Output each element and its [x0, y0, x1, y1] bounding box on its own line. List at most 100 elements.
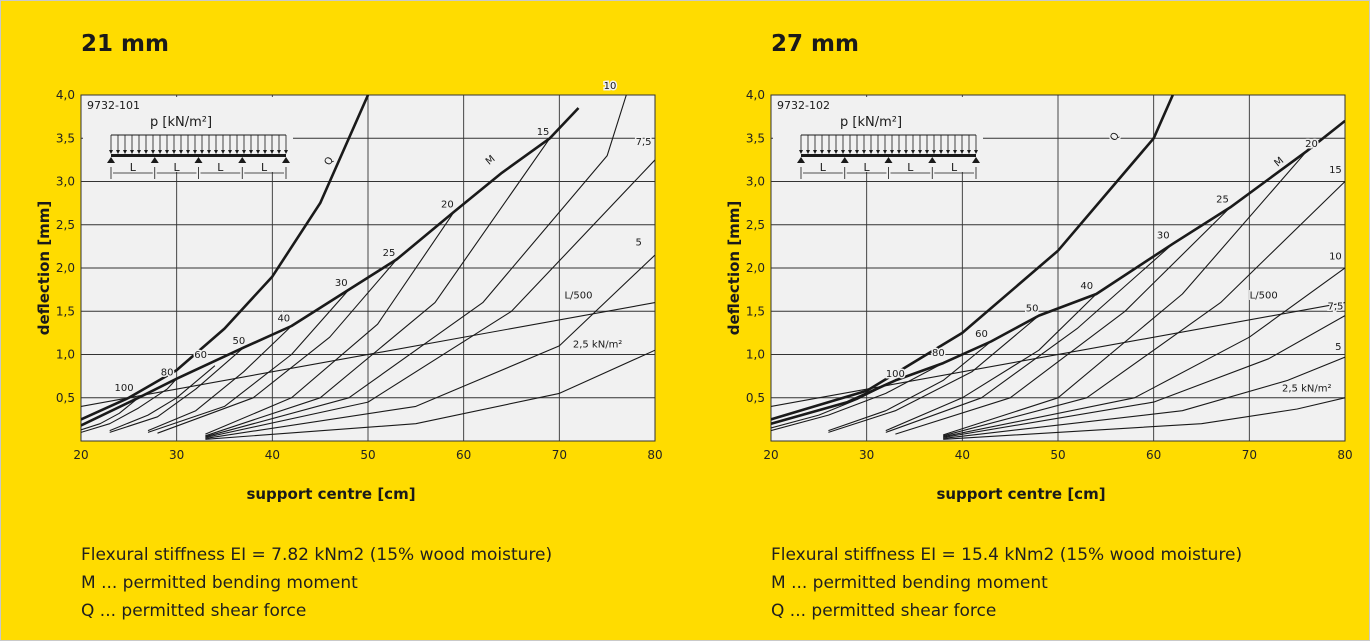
- load-arrowhead: [890, 150, 894, 154]
- curve-60: [109, 365, 216, 432]
- curve-label: 80: [932, 348, 945, 359]
- y-axis-label: deflection [mm]: [35, 201, 53, 336]
- x-tick-label: 20: [73, 448, 88, 462]
- x-tick-label: 80: [647, 448, 662, 462]
- curve-label: 60: [194, 350, 207, 361]
- load-arrowhead: [228, 150, 232, 154]
- curve-100: [81, 397, 139, 431]
- deflection-chart-27mm: 0,5 1,0 1,5 2,0 2,5 3,0 3,5 4,0 20 30 40 50 60 70 80 de…: [725, 88, 1353, 462]
- curve-label: 10: [1329, 251, 1342, 262]
- notes: Flexural stiffness EI = 7.82 kNm2 (15% w…: [81, 541, 552, 625]
- x-tick-label: 40: [955, 448, 970, 462]
- curve-label: 5: [1335, 342, 1341, 353]
- load-label: p [kN/m²]: [150, 115, 212, 130]
- curve-label: 50: [1026, 303, 1039, 314]
- curve-label: 100: [886, 369, 905, 380]
- load-arrowhead: [235, 150, 239, 154]
- load-arrowhead: [221, 150, 225, 154]
- curve-label: 2,5 kN/m²: [573, 340, 622, 351]
- curve-label: 20: [441, 199, 454, 210]
- load-arrowhead: [207, 150, 211, 154]
- panel-21mm: 21 mm 0,5 1,0 1,5 2,0 2,5 3,0 3,5 4,0 20 30 40 50 60…: [1, 1, 663, 640]
- curve-q: [771, 95, 1174, 421]
- support-triangle: [928, 157, 937, 163]
- x-tick-label: 30: [859, 448, 874, 462]
- load-arrowhead: [813, 150, 817, 154]
- span-label: L: [951, 161, 958, 174]
- support-triangle: [840, 157, 849, 163]
- load-arrowhead: [249, 150, 253, 154]
- curve-label: 15: [537, 127, 550, 138]
- y-tick-label: 3,0: [746, 175, 765, 189]
- curve-label: 40: [1080, 281, 1093, 292]
- y-axis-label: deflection [mm]: [725, 201, 743, 336]
- load-arrowhead: [123, 150, 127, 154]
- curve-10: [205, 95, 627, 438]
- load-arrowhead: [925, 150, 929, 154]
- load-arrowhead: [144, 150, 148, 154]
- load-arrowhead: [130, 150, 134, 154]
- span-label: L: [820, 161, 827, 174]
- curve-7-5: [943, 315, 1345, 439]
- load-arrowhead: [869, 150, 873, 154]
- curve-label: 7,5: [636, 137, 652, 148]
- curve-20: [205, 211, 455, 435]
- note-shear: Q ... permitted shear force: [81, 601, 307, 621]
- load-arrowhead: [834, 150, 838, 154]
- load-arrowhead: [151, 150, 155, 154]
- x-tick-label: 70: [1242, 448, 1257, 462]
- span-label: L: [174, 161, 181, 174]
- span-label: L: [864, 161, 871, 174]
- note-stiffness: Flexural stiffness EI = 7.82 kNm2 (15% w…: [81, 545, 553, 565]
- curve-10: [943, 267, 1345, 438]
- y-tick-label: 4,0: [56, 88, 75, 102]
- load-arrowhead: [876, 150, 880, 154]
- notes: Flexural stiffness EI = 15.4 kNm2 (15% w…: [771, 541, 1242, 625]
- curve-label: 5: [636, 238, 642, 249]
- note-moment: M ... permitted bending moment: [771, 573, 1048, 593]
- load-arrowhead: [214, 150, 218, 154]
- support-triangle: [194, 157, 203, 163]
- panel-title: 21 mm: [81, 31, 169, 57]
- load-arrowhead: [820, 150, 824, 154]
- curve-30: [885, 243, 1174, 433]
- support-triangle: [238, 157, 247, 163]
- chart-code: 9732-102: [777, 99, 830, 112]
- load-arrowhead: [799, 150, 803, 154]
- x-axis-label: support centre [cm]: [246, 485, 416, 503]
- load-arrowhead: [967, 150, 971, 154]
- curve-label: 25: [1216, 194, 1229, 205]
- support-triangle: [150, 157, 159, 163]
- support-triangle: [797, 157, 805, 163]
- curve-label: 80: [161, 367, 174, 378]
- load-arrowhead: [186, 150, 190, 154]
- support-triangle: [972, 157, 980, 163]
- curve-label: 30: [335, 278, 348, 289]
- curve-100: [771, 379, 896, 429]
- panel-title: 27 mm: [771, 31, 859, 57]
- curve-7-5: [205, 159, 655, 439]
- curve-l-500: [81, 302, 655, 407]
- curve-15: [943, 181, 1345, 437]
- load-label: p [kN/m²]: [840, 115, 902, 130]
- curve-20: [943, 150, 1308, 436]
- beam: [801, 154, 976, 157]
- y-tick-label: 1,0: [746, 348, 765, 362]
- load-arrowhead: [242, 150, 246, 154]
- curve-80: [771, 362, 944, 432]
- note-stiffness: Flexural stiffness EI = 15.4 kNm2 (15% w…: [771, 545, 1243, 565]
- curve-2-5-kn-m-: [943, 397, 1345, 440]
- y-tick-label: 0,5: [56, 391, 75, 405]
- curve-m: [771, 119, 1345, 425]
- x-tick-label: 40: [265, 448, 280, 462]
- curve-label: L/500: [1250, 290, 1278, 301]
- span-label: L: [130, 161, 137, 174]
- support-triangle: [884, 157, 893, 163]
- curve-label: 2,5 kN/m²: [1282, 384, 1331, 395]
- load-arrowhead: [855, 150, 859, 154]
- y-tick-label: 2,5: [746, 218, 765, 232]
- note-shear: Q ... permitted shear force: [771, 601, 997, 621]
- load-arrowhead: [848, 150, 852, 154]
- x-tick-label: 80: [1337, 448, 1352, 462]
- load-arrowhead: [960, 150, 964, 154]
